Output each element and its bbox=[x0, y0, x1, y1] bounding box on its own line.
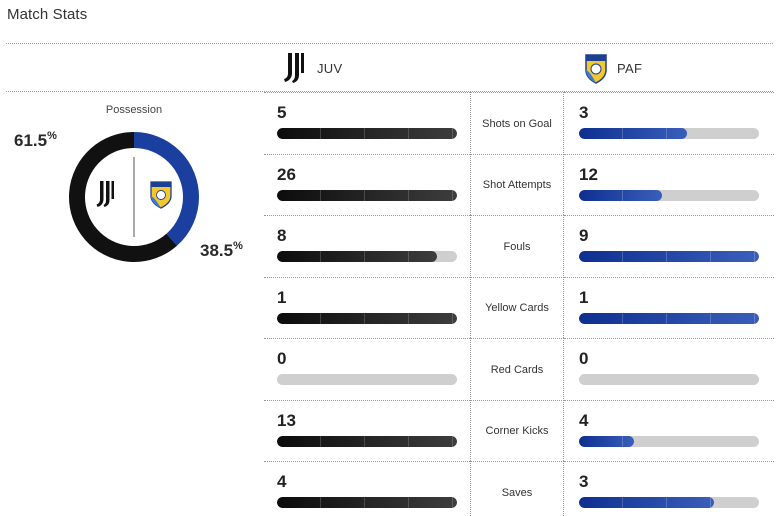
stat-label: Yellow Cards bbox=[485, 302, 549, 314]
stat-label: Corner Kicks bbox=[485, 425, 549, 437]
page-title: Match Stats bbox=[7, 6, 88, 23]
possession-label: Possession bbox=[105, 104, 163, 116]
team-header-away: PAF bbox=[583, 50, 642, 86]
stat-away-value: 4 bbox=[579, 410, 589, 430]
juventus-logo-icon bbox=[283, 51, 309, 85]
stat-away-bar bbox=[579, 374, 759, 385]
stat-away-cell: 12 bbox=[564, 153, 774, 215]
stat-label-cell: Fouls bbox=[470, 215, 564, 276]
stat-away-bar-fill bbox=[579, 435, 635, 447]
stat-home-bar bbox=[277, 251, 457, 262]
stat-label-cell: Red Cards bbox=[470, 338, 564, 399]
stat-home-cell: 26 bbox=[264, 153, 470, 215]
stat-home-value: 8 bbox=[277, 226, 287, 245]
stat-away-cell: 3 bbox=[564, 461, 774, 516]
stat-away-cell: 1 bbox=[564, 276, 774, 338]
stat-away-value: 9 bbox=[579, 226, 589, 245]
stat-away-cell: 4 bbox=[564, 399, 774, 461]
stat-away-cell: 9 bbox=[564, 215, 774, 276]
stat-home-cell: 8 bbox=[264, 215, 470, 276]
stat-home-value: 13 bbox=[277, 410, 296, 430]
stat-label: Shot Attempts bbox=[482, 179, 552, 191]
stat-home-cell: 0 bbox=[264, 338, 470, 399]
stat-away-value: 0 bbox=[579, 349, 589, 368]
stat-label: Fouls bbox=[503, 240, 531, 253]
possession-donut bbox=[69, 132, 199, 262]
stat-home-cell: 5 bbox=[264, 92, 470, 153]
stat-away-value: 12 bbox=[579, 164, 598, 184]
stat-home-cell: 4 bbox=[264, 461, 470, 516]
team-abbr-away: PAF bbox=[617, 60, 643, 76]
stat-away-bar-fill bbox=[579, 497, 714, 508]
stat-away-cell: 0 bbox=[564, 338, 774, 399]
stat-row: 5 Shots on Goal 3 bbox=[264, 92, 774, 153]
stat-away-bar bbox=[579, 497, 759, 508]
stat-away-cell: 3 bbox=[564, 92, 774, 153]
stat-row: 0 Red Cards 0 bbox=[264, 338, 774, 399]
stat-label: Red Cards bbox=[490, 363, 544, 376]
divider bbox=[6, 43, 773, 44]
team-header-home: JUV bbox=[283, 50, 342, 86]
stat-away-bar-fill bbox=[579, 312, 759, 324]
stat-home-bar-fill bbox=[277, 312, 457, 324]
stat-home-bar bbox=[277, 497, 457, 508]
stat-home-bar-fill bbox=[277, 189, 457, 201]
stat-label: Shots on Goal bbox=[482, 117, 552, 130]
stat-away-bar-fill bbox=[579, 189, 663, 201]
team-abbr-home: JUV bbox=[317, 60, 343, 76]
stat-row: 26 Shot Attempts 12 bbox=[264, 153, 774, 215]
possession-home-value: 61.5% bbox=[14, 130, 57, 150]
stat-home-bar bbox=[277, 128, 457, 139]
stat-row: 13 Corner Kicks 4 bbox=[264, 399, 774, 461]
stat-home-value: 1 bbox=[277, 287, 287, 307]
stat-away-bar-fill bbox=[579, 251, 759, 262]
stat-away-value: 1 bbox=[579, 287, 589, 307]
possession-away-value: 38.5% bbox=[200, 240, 243, 260]
stat-row: 4 Saves 3 bbox=[264, 461, 774, 516]
stat-label-cell: Shots on Goal bbox=[470, 92, 564, 153]
stat-away-bar-fill bbox=[579, 128, 687, 139]
pafos-logo-icon bbox=[150, 181, 172, 209]
stat-home-cell: 1 bbox=[264, 276, 470, 338]
divider bbox=[6, 91, 773, 92]
stat-away-bar bbox=[579, 251, 759, 262]
stat-away-bar bbox=[579, 189, 759, 201]
stat-home-bar bbox=[277, 189, 457, 201]
stat-home-bar bbox=[277, 374, 457, 385]
stat-home-value: 4 bbox=[277, 472, 287, 491]
stat-home-bar-fill bbox=[277, 497, 457, 508]
stat-away-bar bbox=[579, 312, 759, 324]
pafos-logo-icon bbox=[583, 52, 609, 84]
stat-home-value: 5 bbox=[277, 103, 287, 122]
stat-home-bar-fill bbox=[277, 251, 438, 262]
stat-away-bar bbox=[579, 128, 759, 139]
stat-label: Saves bbox=[501, 486, 533, 499]
stat-away-value: 3 bbox=[579, 472, 589, 491]
stat-label-cell: Shot Attempts bbox=[470, 153, 564, 215]
stat-label-cell: Corner Kicks bbox=[470, 399, 564, 461]
stat-home-bar bbox=[277, 435, 457, 447]
stat-home-value: 26 bbox=[277, 164, 296, 184]
stat-away-value: 3 bbox=[579, 103, 589, 122]
stat-row: 8 Fouls 9 bbox=[264, 215, 774, 276]
stat-home-bar bbox=[277, 312, 457, 324]
stat-home-bar-fill bbox=[277, 435, 457, 447]
stat-home-bar-fill bbox=[277, 128, 457, 139]
juventus-logo-icon bbox=[96, 181, 114, 207]
stat-label-cell: Saves bbox=[470, 461, 564, 516]
stat-row: 1 Yellow Cards 1 bbox=[264, 276, 774, 338]
possession-ring-away bbox=[69, 132, 199, 262]
stat-home-cell: 13 bbox=[264, 399, 470, 461]
stat-home-value: 0 bbox=[277, 349, 287, 368]
stat-away-bar bbox=[579, 435, 759, 447]
stat-label-cell: Yellow Cards bbox=[470, 276, 564, 338]
